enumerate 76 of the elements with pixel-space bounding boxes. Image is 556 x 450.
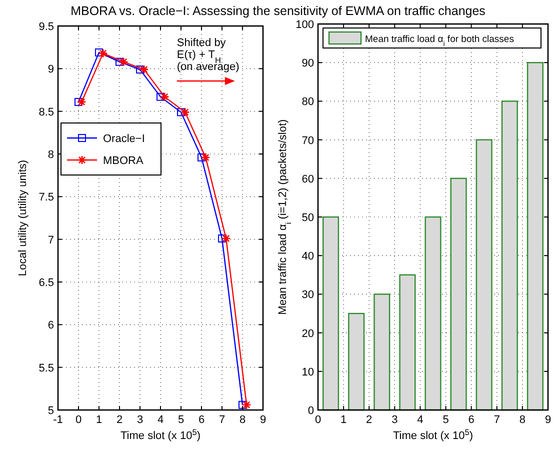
y-tick-label: 60 bbox=[302, 173, 314, 186]
x-tick-label: 5 bbox=[442, 414, 449, 426]
x-tick-label: 0 bbox=[314, 414, 322, 426]
point bbox=[116, 58, 124, 66]
bar bbox=[424, 216, 442, 411]
bar bbox=[322, 216, 340, 411]
point bbox=[200, 152, 210, 162]
y-tick-label: 5 bbox=[48, 405, 54, 417]
y-axis-title: Local utility (utility units) bbox=[17, 160, 29, 276]
y-tick-label: 9.5 bbox=[38, 21, 54, 33]
bar bbox=[348, 312, 365, 411]
point bbox=[74, 98, 82, 106]
legend-label: Oracle−I bbox=[103, 133, 145, 145]
x-tick-label: 8 bbox=[519, 414, 526, 426]
y-tick-label: 5.5 bbox=[38, 362, 54, 374]
x-tick-label: 1 bbox=[340, 414, 347, 426]
point bbox=[180, 108, 190, 117]
x-tick-label: 6 bbox=[468, 414, 474, 426]
x-tick-label: 3 bbox=[136, 414, 144, 426]
point bbox=[136, 66, 144, 74]
x-tick-label: 9 bbox=[544, 414, 552, 426]
point bbox=[160, 92, 170, 102]
legend-label: MBORA bbox=[103, 155, 144, 167]
x-tick-label: 7 bbox=[218, 414, 226, 426]
y-tick-label: 8.5 bbox=[38, 106, 54, 118]
point bbox=[98, 48, 108, 58]
point bbox=[177, 108, 185, 116]
y-tick-label: 70 bbox=[302, 134, 314, 147]
point bbox=[139, 64, 149, 74]
y-tick-label: 20 bbox=[302, 328, 314, 340]
bar bbox=[399, 274, 416, 411]
y-tick-label: 9 bbox=[48, 64, 54, 76]
x-tick-label: -1 bbox=[53, 414, 63, 426]
chart-title: MBORA vs. Oracle−I: Assessing the sensitivity of EWMA on traffic changes bbox=[70, 4, 486, 18]
y-tick-label: 100 bbox=[296, 19, 314, 31]
bar bbox=[501, 100, 518, 411]
y-tick-label: 8 bbox=[48, 149, 54, 161]
y-tick-label: 50 bbox=[302, 212, 314, 224]
y-tick-label: 80 bbox=[302, 96, 314, 108]
x-tick-label: 1 bbox=[96, 414, 102, 426]
point bbox=[242, 400, 252, 410]
point bbox=[156, 92, 164, 101]
point bbox=[218, 234, 226, 242]
bar bbox=[374, 294, 390, 411]
bar bbox=[450, 178, 467, 411]
y-tick-label: 0 bbox=[308, 405, 314, 417]
x-axis-title: Time slot (x 10$^{5}$) bbox=[393, 428, 473, 442]
y-tick-label: 7.5 bbox=[38, 192, 54, 204]
point bbox=[118, 57, 128, 66]
x-tick-label: 2 bbox=[366, 414, 372, 426]
y-tick-label: 40 bbox=[302, 250, 314, 263]
point bbox=[76, 97, 86, 107]
x-tick-label: 7 bbox=[494, 414, 500, 426]
point bbox=[221, 234, 231, 244]
bar bbox=[476, 139, 492, 411]
y-tick-label: 10 bbox=[302, 366, 314, 378]
x-tick-label: 9 bbox=[260, 414, 266, 426]
point bbox=[198, 153, 206, 162]
x-tick-label: 6 bbox=[198, 414, 205, 426]
x-tick-label: 5 bbox=[178, 414, 184, 426]
x-tick-label: 4 bbox=[417, 414, 424, 426]
x-tick-label: 4 bbox=[157, 414, 164, 426]
y-tick-label: 90 bbox=[302, 58, 314, 70]
legend-label: Mean traffic load α$_{i}$ for both classes bbox=[365, 34, 514, 48]
point bbox=[238, 400, 246, 409]
bar bbox=[526, 62, 544, 411]
x-tick-label: 3 bbox=[392, 414, 398, 426]
x-tick-label: 0 bbox=[75, 414, 82, 426]
annotation: Shifted by E(τ) + T$_{H}$ (on average) bbox=[176, 37, 240, 73]
x-axis-title: Time slot (x 10$^{5}$) bbox=[120, 428, 200, 442]
y-tick-label: 7 bbox=[48, 234, 54, 246]
y-tick-label: 6 bbox=[48, 320, 54, 332]
y-tick-label: 6.5 bbox=[38, 277, 54, 289]
x-tick-label: 8 bbox=[239, 414, 246, 426]
y-tick-label: 30 bbox=[302, 289, 314, 302]
x-tick-label: 2 bbox=[116, 414, 123, 426]
